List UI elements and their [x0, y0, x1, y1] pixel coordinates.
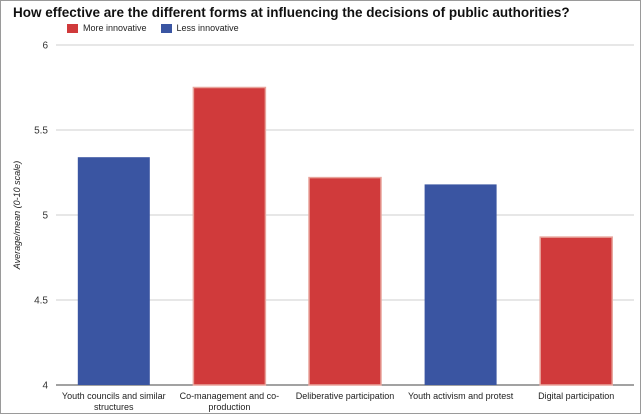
y-tick-label: 4.5 — [34, 296, 48, 307]
y-tick-label: 5.5 — [34, 126, 48, 137]
legend-swatch-more-innovative — [67, 23, 78, 33]
x-tick-label: structures — [94, 402, 134, 412]
chart-title: How effective are the different forms at… — [13, 5, 570, 20]
legend-item-more-innovative: More innovative — [67, 23, 147, 33]
x-tick-label: Co-management and co- — [180, 391, 280, 401]
y-axis-label: Average/mean (0-10 scale) — [12, 161, 22, 270]
bar-1 — [77, 157, 150, 385]
x-tick-label: Digital participation — [538, 391, 614, 401]
bar-2 — [192, 86, 267, 386]
legend-label-less-innovative: Less innovative — [176, 23, 239, 33]
legend-item-less-innovative: Less innovative — [160, 23, 239, 33]
y-tick-label: 4 — [42, 381, 48, 392]
bar-5 — [539, 236, 613, 386]
legend-swatch-less-innovative — [160, 23, 172, 33]
x-tick-label: Youth councils and similar — [62, 391, 166, 401]
legend-label-more-innovative: More innovative — [83, 23, 147, 33]
bar-3 — [308, 176, 382, 386]
bar-4 — [424, 184, 497, 385]
legend: More innovative Less innovative — [67, 23, 253, 33]
x-tick-label: production — [208, 402, 250, 412]
y-tick-label: 6 — [42, 41, 48, 52]
x-tick-label: Youth activism and protest — [408, 391, 514, 401]
x-tick-label: Deliberative participation — [296, 391, 395, 401]
y-tick-label: 5 — [42, 211, 48, 222]
